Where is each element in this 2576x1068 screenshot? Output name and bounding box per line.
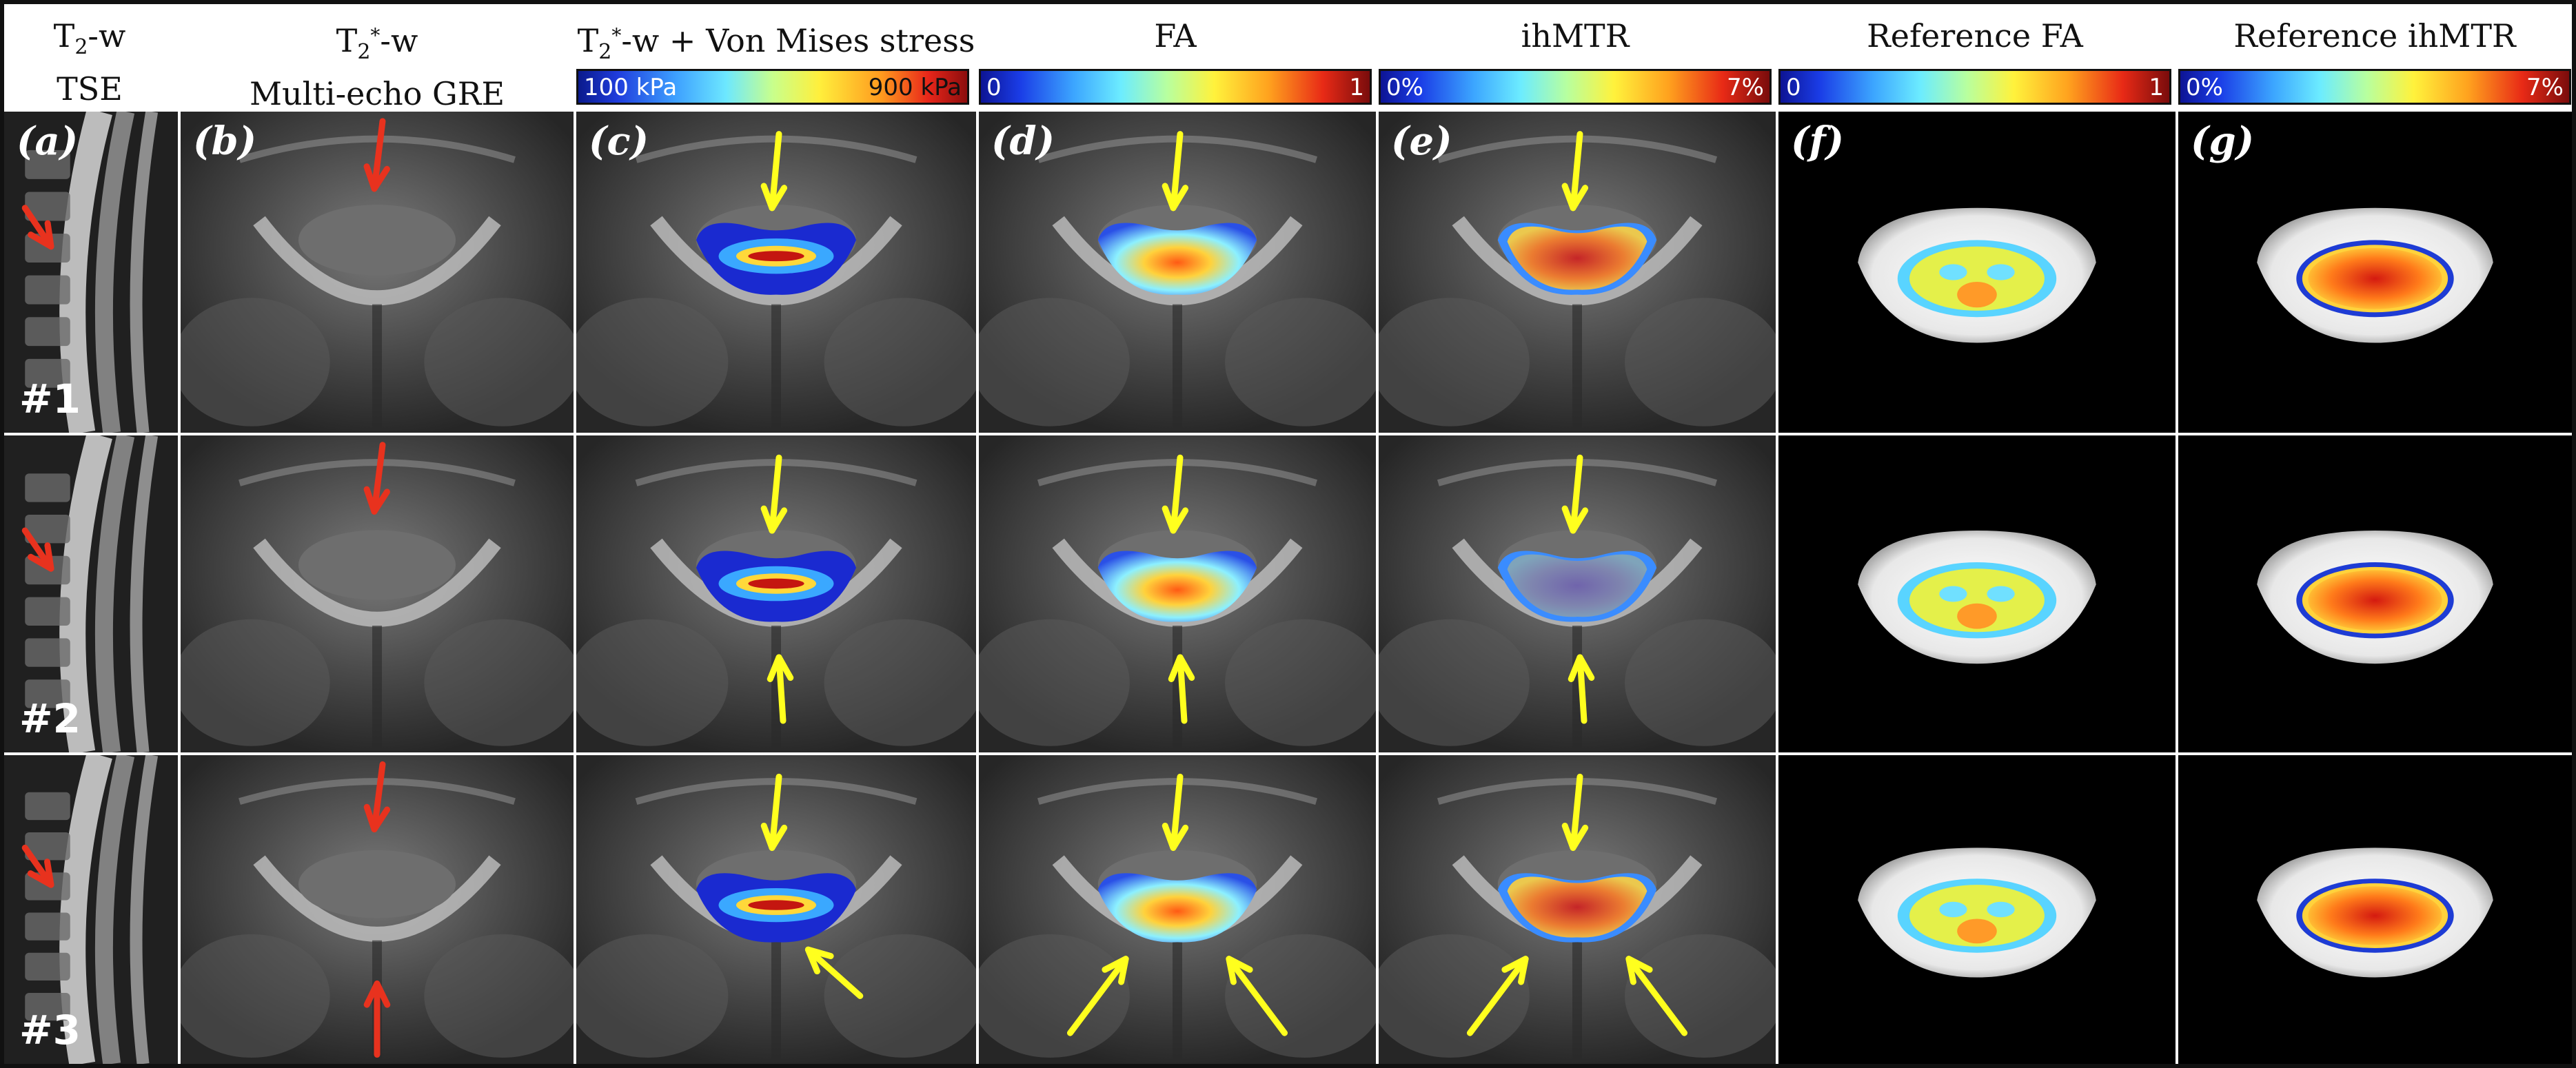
red-arrow-b-3-bottom xyxy=(363,980,391,1058)
yellow-arrow-e-2-top xyxy=(1561,454,1589,534)
colorbar-ref-fa: 0 1 xyxy=(1778,69,2171,105)
colorbar-stress-low: 100 kPa xyxy=(584,74,678,101)
panel-a-case-1-image xyxy=(4,112,178,433)
panel-c-case-3 xyxy=(576,755,976,1064)
header-col-g: Reference ihMTR xyxy=(2233,17,2516,54)
yellow-arrow-e-1-top xyxy=(1561,131,1589,212)
colorbar-fa-high: 1 xyxy=(1349,74,1364,101)
header-col-c: T2*-w + Von Mises stress xyxy=(577,22,975,64)
panel-e-case-3 xyxy=(1379,755,1776,1064)
red-arrow-a-2 xyxy=(21,527,54,572)
panel-f-case-1: (f) xyxy=(1778,112,2176,433)
yellow-arrow-c-1-top xyxy=(760,131,788,212)
panel-b-case-1-image xyxy=(181,112,574,433)
panel-d-case-1-image xyxy=(979,112,1376,433)
yellow-arrow-d-3-left xyxy=(1066,956,1129,1036)
panel-b-case-3-image xyxy=(181,755,574,1064)
yellow-arrow-e-3-right xyxy=(1625,956,1688,1036)
panel-label-g: (g) xyxy=(2191,119,2255,164)
panel-f-case-2-image xyxy=(1778,435,2176,752)
panel-f-case-1-image xyxy=(1778,112,2176,433)
panel-a-case-3-image xyxy=(4,755,178,1064)
panel-g-case-3-image xyxy=(2178,755,2572,1064)
yellow-arrow-e-3-left xyxy=(1466,956,1529,1036)
colorbar-stress: 100 kPa 900 kPa xyxy=(576,69,969,105)
panel-b-case-3 xyxy=(181,755,574,1064)
panel-e-case-3-image xyxy=(1379,755,1776,1064)
red-arrow-a-3 xyxy=(21,844,54,888)
yellow-arrow-c-2-bottom xyxy=(767,654,794,724)
panel-label-d: (d) xyxy=(991,119,1055,164)
case-label-3: #3 xyxy=(19,1007,81,1054)
panel-label-e: (e) xyxy=(1391,119,1452,164)
panel-g-case-2 xyxy=(2178,435,2572,752)
panel-c-case-1: (c) xyxy=(576,112,976,433)
panel-label-f: (f) xyxy=(1791,119,1845,164)
red-arrow-b-1-top xyxy=(363,118,390,192)
header-col-d: FA xyxy=(1154,17,1197,54)
panel-d-case-3-image xyxy=(979,755,1376,1064)
yellow-arrow-e-2-bottom xyxy=(1568,654,1595,724)
red-arrow-b-2-top xyxy=(363,442,390,515)
colorbar-fa-low: 0 xyxy=(986,74,1002,101)
panel-b-case-1: (b) xyxy=(181,112,574,433)
colorbar-ihmtr: 0% 7% xyxy=(1379,69,1772,105)
colorbar-ref-ihmtr-low: 0% xyxy=(2186,74,2223,101)
colorbar-ihmtr-high: 7% xyxy=(1727,74,1764,101)
panel-b-case-2-image xyxy=(181,435,574,752)
panel-g-case-2-image xyxy=(2178,435,2572,752)
yellow-arrow-c-3-top xyxy=(760,773,788,851)
panel-b-case-2 xyxy=(181,435,574,752)
header-col-f: Reference FA xyxy=(1867,17,2083,54)
yellow-arrow-d-3-top xyxy=(1162,773,1189,851)
colorbar-ref-fa-high: 1 xyxy=(2149,74,2164,101)
panel-d-case-1: (d) xyxy=(979,112,1376,433)
yellow-arrow-d-1-top xyxy=(1162,131,1189,212)
panel-g-case-3 xyxy=(2178,755,2572,1064)
panel-f-case-2 xyxy=(1778,435,2176,752)
yellow-arrow-c-3-bottom xyxy=(804,946,864,999)
yellow-arrow-d-2-top xyxy=(1162,454,1189,534)
panel-a-case-3: #3 xyxy=(4,755,178,1064)
header-col-e: ihMTR xyxy=(1521,17,1630,54)
panel-f-case-3-image xyxy=(1778,755,2176,1064)
red-arrow-b-3-top xyxy=(363,761,391,833)
panel-label-a: (a) xyxy=(17,119,79,164)
panel-label-b: (b) xyxy=(193,119,257,164)
case-label-2: #2 xyxy=(19,695,81,742)
panel-d-case-3 xyxy=(979,755,1376,1064)
colorbar-ref-fa-low: 0 xyxy=(1786,74,1801,101)
colorbar-ihmtr-low: 0% xyxy=(1386,74,1423,101)
panel-e-case-2-image xyxy=(1379,435,1776,752)
colorbar-stress-high: 900 kPa xyxy=(868,74,962,101)
panel-a-case-2-image xyxy=(4,435,178,752)
colorbar-fa: 0 1 xyxy=(979,69,1372,105)
panel-e-case-2 xyxy=(1379,435,1776,752)
panel-a-case-1: (a) #1 xyxy=(4,112,178,433)
yellow-arrow-c-2-top xyxy=(760,454,788,534)
yellow-arrow-d-3-right xyxy=(1226,956,1288,1036)
panel-c-case-1-image xyxy=(576,112,976,433)
red-arrow-a-1 xyxy=(21,205,54,250)
panel-d-case-2 xyxy=(979,435,1376,752)
colorbar-ref-ihmtr: 0% 7% xyxy=(2178,69,2571,105)
yellow-arrow-e-3-top xyxy=(1561,773,1589,851)
header-col-b: T2*-w Multi-echo GRE xyxy=(249,22,505,112)
header-col-a: T2-w TSE xyxy=(53,17,126,107)
panel-d-case-2-image xyxy=(979,435,1376,752)
panel-a-case-2: #2 xyxy=(4,435,178,752)
panel-g-case-1: (g) xyxy=(2178,112,2572,433)
panel-c-case-2-image xyxy=(576,435,976,752)
panel-c-case-3-image xyxy=(576,755,976,1064)
panel-c-case-2 xyxy=(576,435,976,752)
panel-e-case-1-image xyxy=(1379,112,1776,433)
panel-e-case-1: (e) xyxy=(1379,112,1776,433)
case-label-1: #1 xyxy=(19,376,81,422)
yellow-arrow-d-2-bottom xyxy=(1168,654,1195,724)
colorbar-ref-ihmtr-high: 7% xyxy=(2526,74,2564,101)
panel-g-case-1-image xyxy=(2178,112,2572,433)
panel-label-c: (c) xyxy=(589,119,649,164)
panel-f-case-3 xyxy=(1778,755,2176,1064)
